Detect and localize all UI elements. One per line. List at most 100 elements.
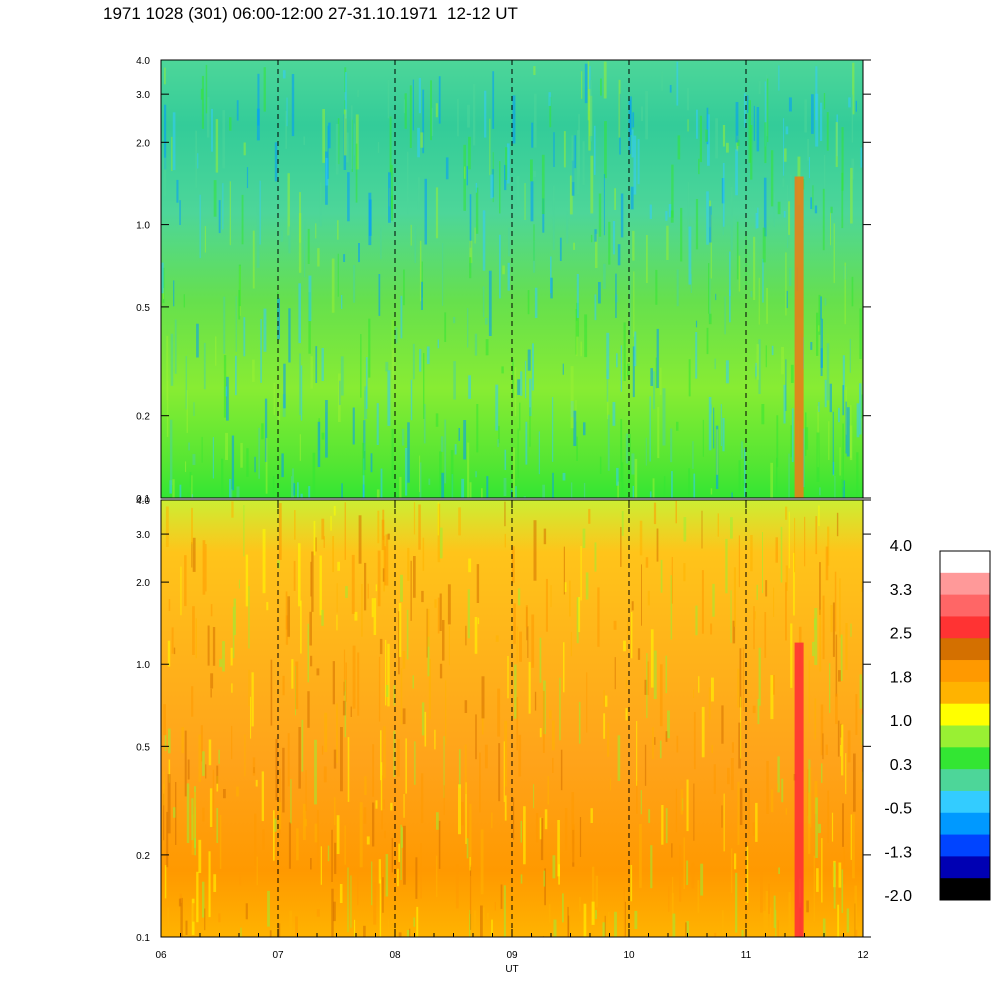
texture-streak [199, 194, 201, 259]
texture-streak [775, 910, 777, 937]
x-tick-label: 09 [506, 950, 518, 961]
texture-streak [634, 458, 638, 498]
texture-streak [769, 907, 772, 935]
texture-streak [207, 625, 210, 666]
texture-streak [281, 453, 284, 478]
texture-streak [479, 752, 481, 813]
texture-streak [770, 675, 774, 720]
texture-streak [474, 617, 478, 654]
texture-streak [516, 175, 520, 206]
texture-streak [310, 561, 312, 597]
texture-streak [840, 479, 844, 498]
texture-streak [364, 776, 367, 795]
texture-streak [581, 71, 583, 99]
colorbar-label: 0.3 [890, 757, 912, 774]
texture-streak [737, 139, 740, 146]
texture-streak [491, 812, 493, 829]
texture-streak [518, 734, 522, 777]
texture-streak [380, 468, 383, 498]
texture-streak [317, 421, 321, 467]
texture-streak [841, 127, 844, 191]
texture-streak [367, 583, 369, 599]
lower-y-axis: 0.1 0.2 0.5 1.0 2.0 3.0 4.0 [136, 496, 871, 944]
texture-streak [201, 436, 203, 463]
texture-streak [321, 432, 325, 440]
texture-streak [490, 174, 494, 199]
texture-streak [808, 792, 811, 854]
texture-streak [262, 528, 266, 594]
texture-streak [375, 584, 378, 592]
texture-streak [722, 125, 726, 147]
texture-streak [713, 407, 715, 449]
texture-streak [846, 407, 850, 457]
texture-streak [542, 198, 545, 233]
texture-streak [773, 895, 776, 928]
texture-streak [291, 468, 294, 498]
texture-streak [562, 363, 564, 375]
texture-streak [608, 221, 611, 265]
texture-streak [218, 200, 221, 234]
texture-streak [765, 580, 768, 597]
texture-streak [178, 898, 182, 907]
texture-streak [735, 872, 738, 933]
texture-streak [204, 226, 206, 253]
texture-streak [409, 928, 411, 937]
texture-streak [629, 277, 631, 338]
texture-streak [235, 355, 237, 396]
texture-streak [390, 164, 394, 221]
texture-streak [410, 224, 412, 246]
texture-streak [573, 410, 577, 446]
texture-streak [563, 642, 565, 693]
texture-streak [357, 872, 359, 906]
texture-streak [687, 182, 690, 228]
texture-streak [861, 714, 863, 745]
texture-streak [443, 785, 445, 816]
texture-streak [250, 696, 252, 739]
texture-streak [840, 745, 842, 757]
x-tick-label: 12 [857, 950, 869, 961]
texture-streak [617, 735, 621, 781]
texture-streak [362, 458, 365, 498]
texture-streak [453, 317, 456, 324]
texture-streak [587, 61, 590, 121]
texture-streak [468, 136, 471, 170]
texture-streak [839, 447, 841, 476]
texture-streak [765, 345, 767, 368]
texture-streak [819, 562, 821, 615]
texture-streak [419, 455, 421, 493]
texture-streak [333, 505, 336, 516]
texture-streak [614, 911, 617, 937]
texture-streak [204, 908, 206, 931]
texture-streak [290, 779, 292, 824]
texture-streak [307, 228, 310, 264]
texture-streak [725, 360, 729, 384]
texture-streak [693, 783, 695, 841]
texture-streak [606, 369, 609, 402]
texture-streak [750, 535, 753, 572]
texture-streak [741, 930, 744, 937]
texture-streak [406, 609, 409, 660]
texture-streak [277, 923, 281, 937]
texture-streak [273, 810, 275, 861]
texture-streak [401, 827, 403, 848]
colorbar-segment [940, 551, 990, 574]
texture-streak [679, 845, 682, 902]
texture-streak [514, 367, 517, 417]
texture-streak [842, 423, 844, 488]
texture-streak [193, 402, 195, 416]
texture-streak [773, 675, 775, 695]
texture-streak [586, 672, 588, 733]
lower-panel-features [794, 642, 804, 937]
texture-streak [248, 586, 250, 649]
texture-streak [507, 143, 510, 184]
texture-streak [775, 537, 778, 563]
texture-streak [200, 725, 203, 762]
texture-streak [252, 757, 256, 776]
texture-streak [633, 135, 637, 195]
texture-streak [385, 361, 389, 372]
texture-streak [710, 214, 712, 279]
texture-streak [169, 480, 172, 494]
texture-streak [184, 730, 187, 797]
texture-streak [647, 590, 650, 606]
texture-streak [438, 820, 441, 869]
